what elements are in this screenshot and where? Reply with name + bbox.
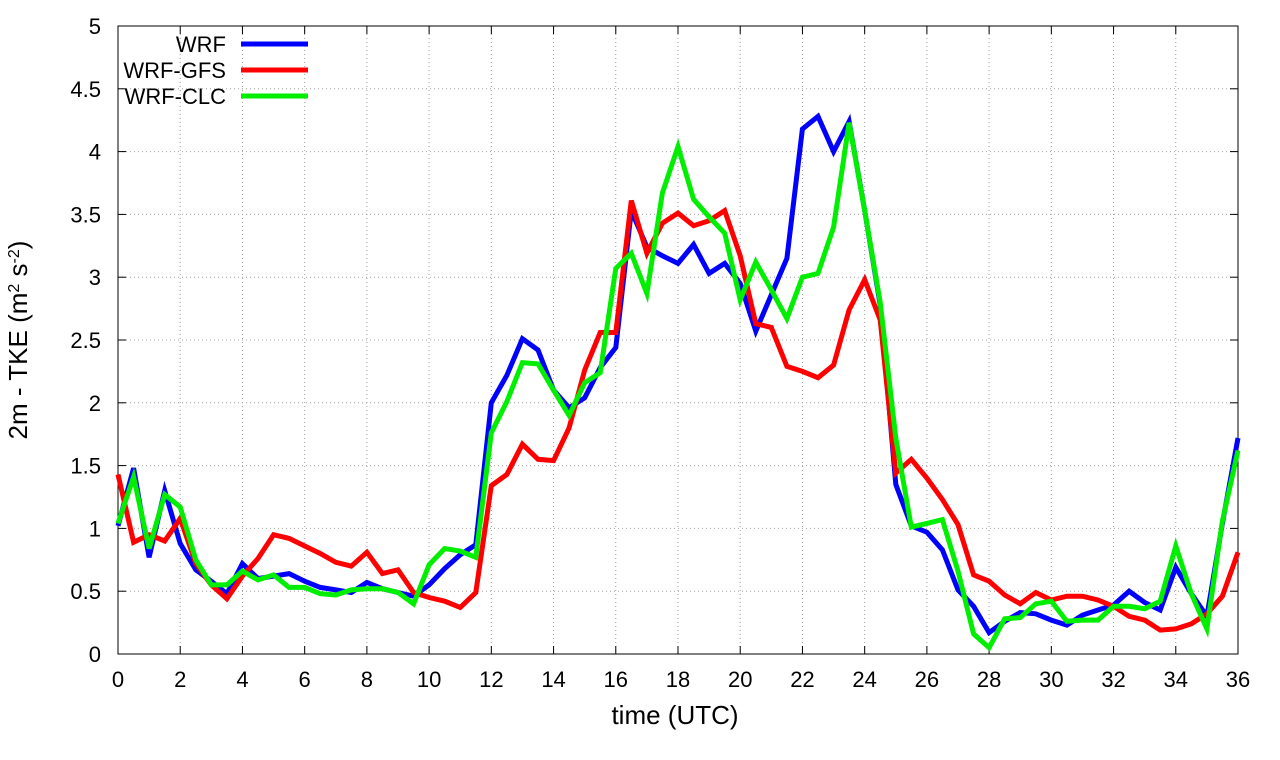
x-tick-label: 10 [417, 667, 441, 692]
x-tick-label: 16 [604, 667, 628, 692]
x-tick-label: 18 [666, 667, 690, 692]
y-tick-label: 3.5 [70, 202, 101, 227]
x-tick-label: 0 [112, 667, 124, 692]
x-tick-label: 34 [1164, 667, 1188, 692]
x-tick-label: 8 [361, 667, 373, 692]
y-tick-label: 3 [89, 265, 101, 290]
y-tick-label: 0 [89, 642, 101, 667]
y-tick-label: 2 [89, 391, 101, 416]
axis-ticks: 0 2 4 6 8 10 12 14 16 18 20 22 24 26 28 30 32 34 3600.511.… [70, 14, 1250, 692]
y-tick-label: 0.5 [70, 579, 101, 604]
y-tick-label: 4.5 [70, 77, 101, 102]
y-axis-label: 2m - TKE (m2 s-2) [3, 241, 33, 440]
x-tick-label: 32 [1101, 667, 1125, 692]
series-line-wrf [115, 112, 1241, 637]
x-axis-label: time (UTC) [611, 700, 738, 730]
x-tick-label: 24 [852, 667, 876, 692]
x-tick-label: 28 [977, 667, 1001, 692]
x-tick-label: 36 [1226, 667, 1250, 692]
legend-label-wrf-gfs: WRF-GFS [123, 58, 226, 83]
y-tick-label: 4 [89, 140, 101, 165]
x-tick-label: 14 [541, 667, 565, 692]
legend-label-wrf-clc: WRF-CLC [125, 84, 227, 109]
y-tick-label: 1 [89, 516, 101, 541]
x-tick-label: 30 [1039, 667, 1063, 692]
series-lines [115, 112, 1241, 652]
x-tick-label: 22 [790, 667, 814, 692]
x-tick-label: 20 [728, 667, 752, 692]
x-tick-label: 6 [299, 667, 311, 692]
x-tick-label: 2 [174, 667, 186, 692]
series-line-wrf-clc [115, 122, 1241, 652]
legend-label-wrf: WRF [176, 32, 226, 57]
y-tick-label: 1.5 [70, 454, 101, 479]
x-tick-label: 26 [915, 667, 939, 692]
grid-lines [117, 25, 1239, 655]
y-tick-label: 5 [89, 14, 101, 39]
y-tick-label: 2.5 [70, 328, 101, 353]
x-tick-label: 4 [236, 667, 248, 692]
x-tick-label: 12 [479, 667, 503, 692]
